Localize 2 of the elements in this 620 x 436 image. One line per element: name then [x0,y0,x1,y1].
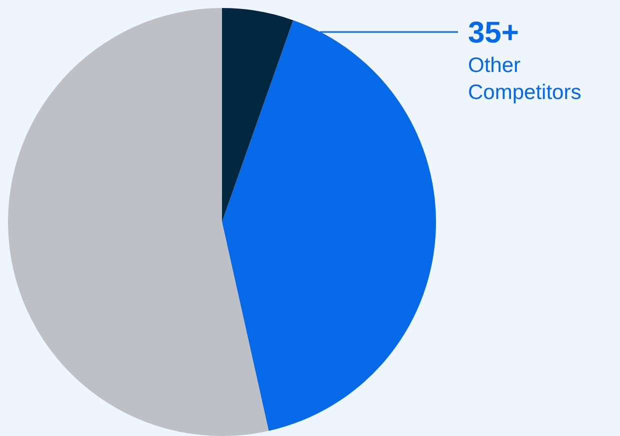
slice-label: Other Competitors [468,54,582,104]
text: 35+ [468,16,519,50]
